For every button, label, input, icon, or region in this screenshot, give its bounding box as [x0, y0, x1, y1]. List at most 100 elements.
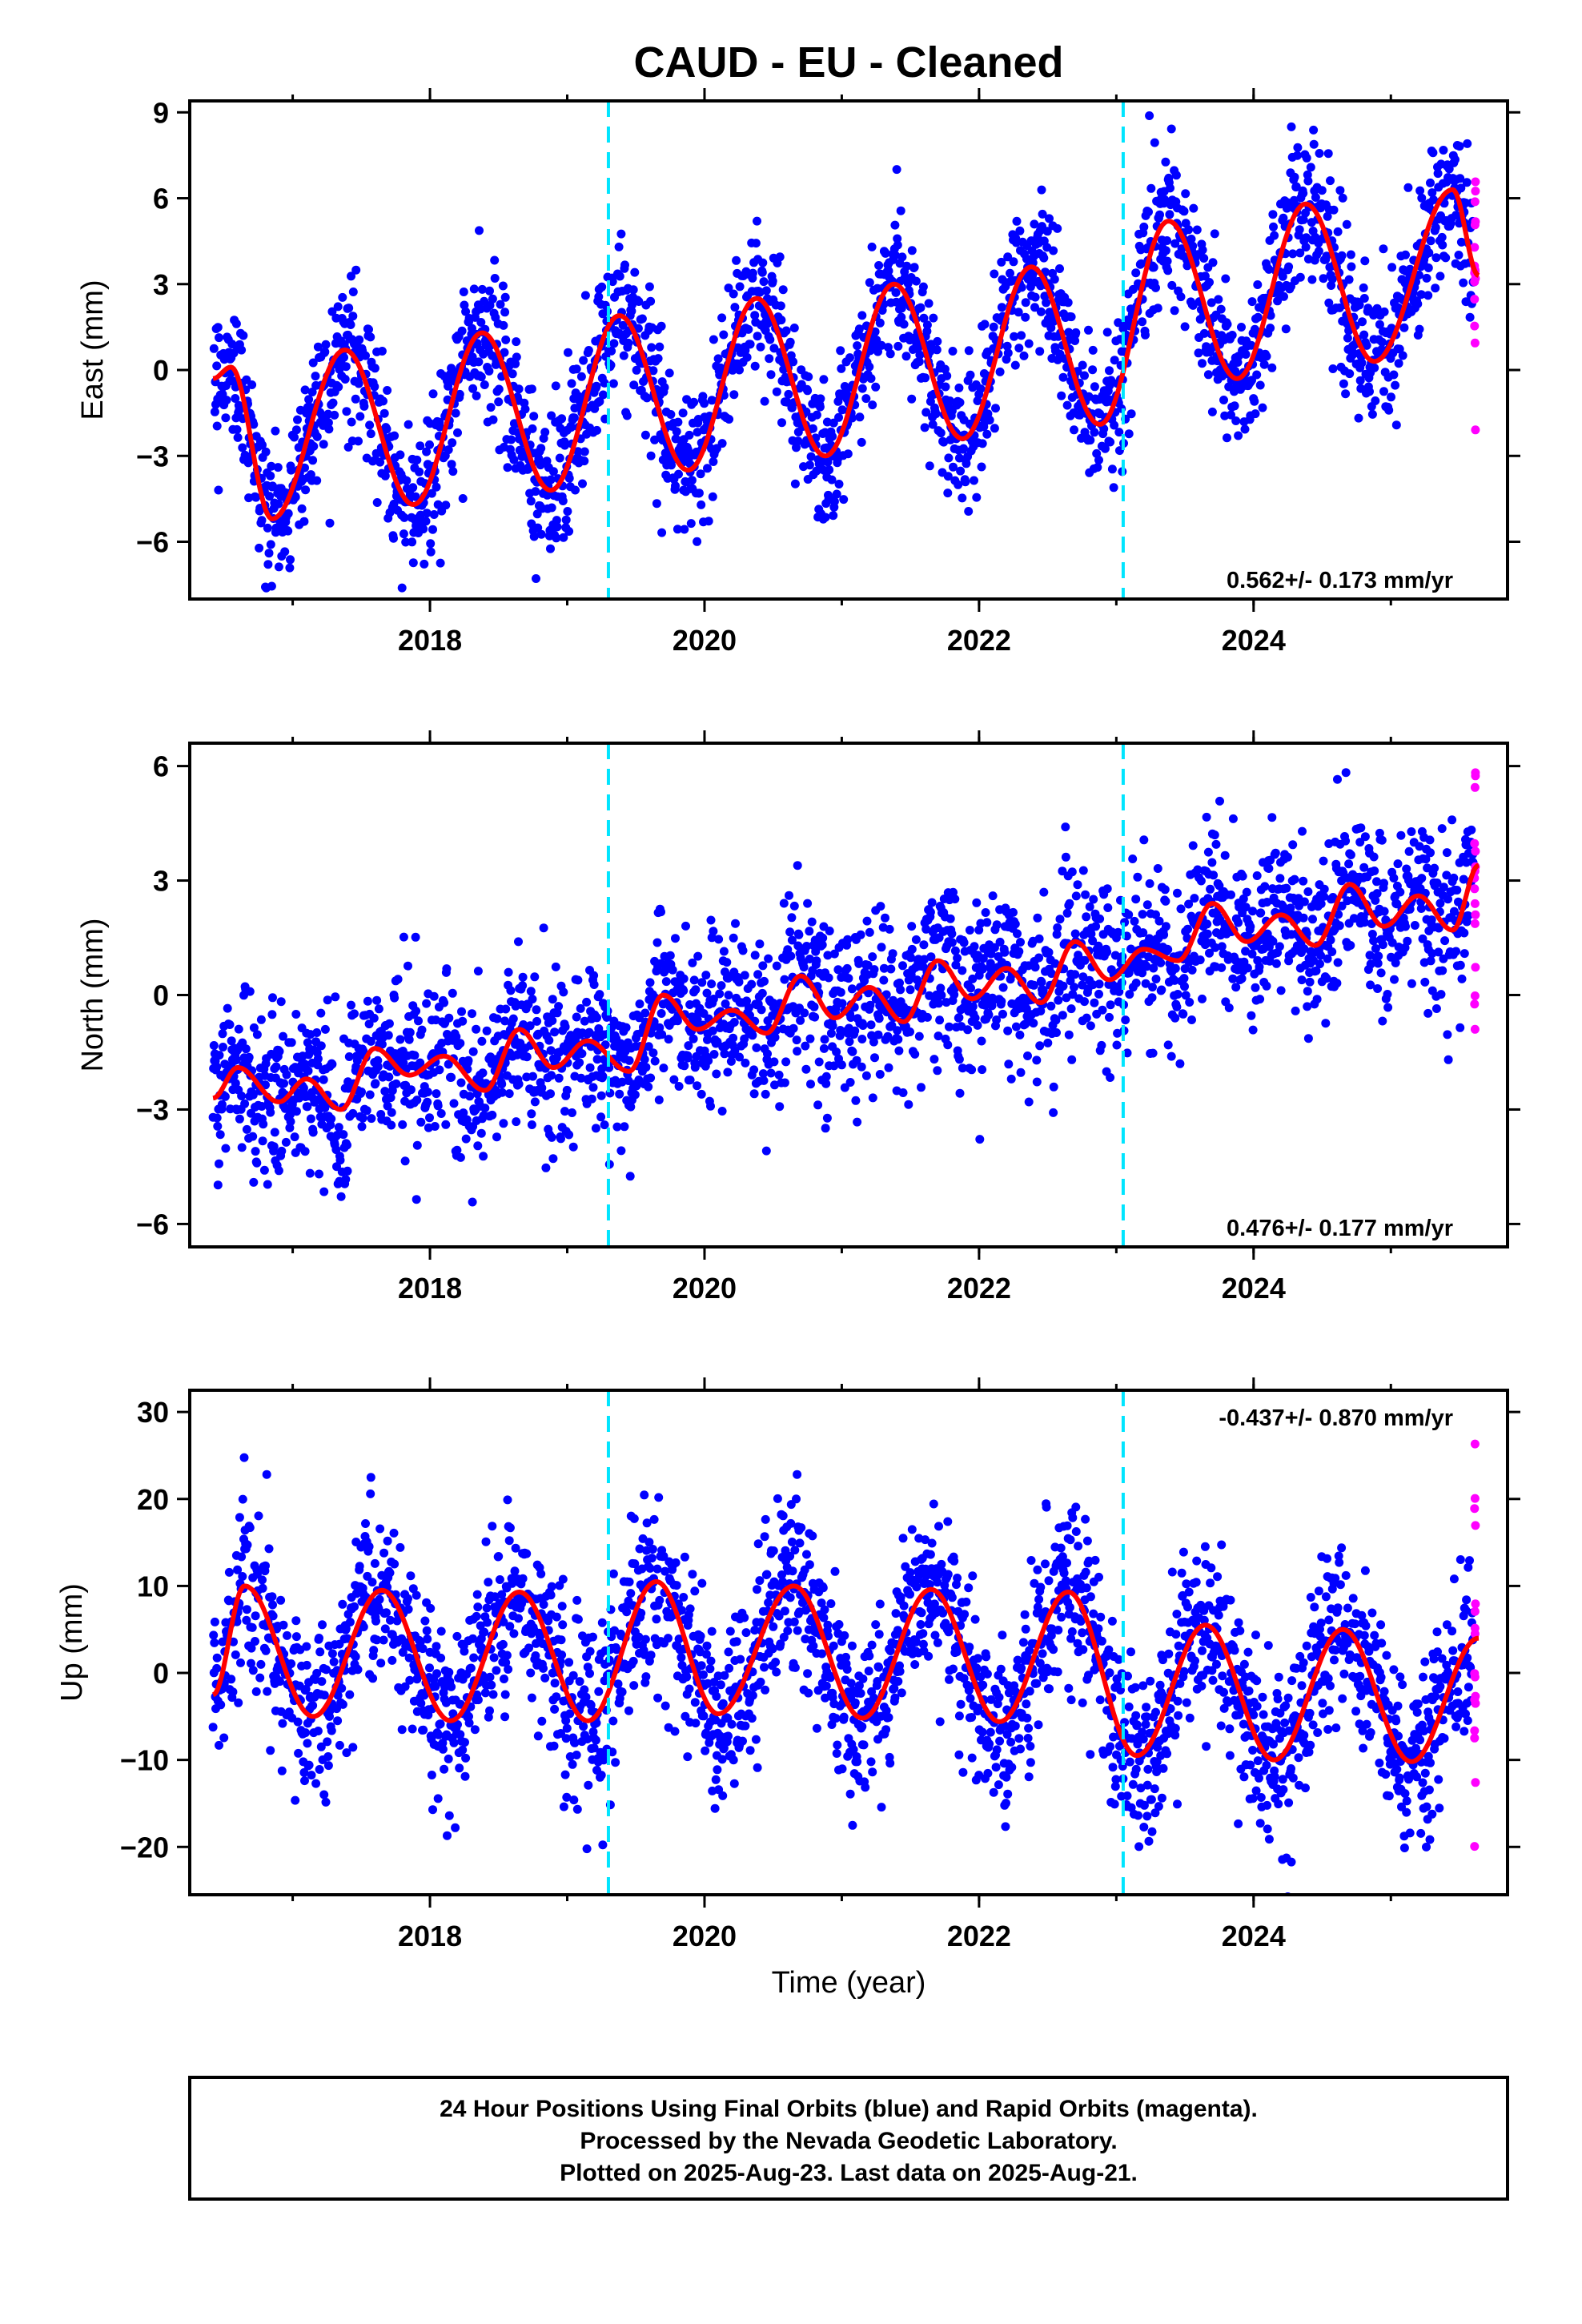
north-final-point: [1195, 955, 1205, 965]
north-final-point: [497, 1088, 507, 1097]
north-final-point: [518, 981, 528, 991]
north-final-point: [1315, 959, 1324, 969]
east-final-point: [1335, 186, 1345, 195]
east-final-point: [665, 368, 674, 378]
east-final-point: [1415, 324, 1424, 334]
east-final-point: [552, 516, 561, 525]
east-final-point: [300, 385, 310, 395]
east-final-point: [308, 358, 318, 368]
east-final-point: [778, 285, 788, 295]
north-final-point: [339, 1130, 348, 1140]
north-final-point: [1359, 918, 1369, 927]
east-final-point: [1230, 401, 1239, 411]
east-y-tick-label: 6: [153, 183, 169, 215]
north-final-point: [383, 1031, 393, 1040]
north-final-point: [423, 1088, 432, 1097]
east-final-point: [1035, 347, 1045, 356]
north-final-point: [706, 1101, 715, 1111]
north-final-point: [266, 1108, 275, 1117]
north-final-point: [1389, 874, 1399, 883]
east-final-point: [347, 271, 355, 281]
east-final-point: [354, 379, 363, 388]
east-final-point: [1279, 213, 1288, 223]
north-final-point: [1255, 995, 1265, 1004]
east-final-point: [624, 338, 633, 348]
north-final-point: [970, 1013, 980, 1023]
east-final-point: [263, 523, 272, 533]
north-final-point: [433, 1101, 443, 1111]
north-final-point: [1242, 887, 1251, 897]
east-final-point: [719, 330, 729, 340]
north-final-point: [217, 1100, 227, 1109]
north-rapid-points: [1470, 768, 1480, 1034]
east-final-point: [827, 475, 837, 485]
north-final-point: [501, 1004, 511, 1014]
north-final-point: [1410, 921, 1419, 930]
north-final-point: [747, 979, 757, 989]
east-final-point: [274, 499, 283, 509]
north-final-point: [562, 1085, 572, 1095]
north-final-point: [1094, 941, 1103, 951]
north-final-point: [680, 1061, 689, 1071]
north-final-point: [1299, 913, 1308, 923]
north-final-point: [1247, 1011, 1256, 1020]
east-final-point: [1214, 295, 1223, 304]
north-final-point: [347, 1000, 355, 1010]
east-final-point: [1367, 409, 1377, 419]
north-final-point: [866, 1020, 876, 1030]
north-final-point: [1138, 910, 1147, 919]
north-final-point: [303, 1066, 313, 1076]
east-final-point: [868, 400, 877, 410]
north-final-point: [1053, 923, 1062, 932]
north-final-point: [868, 952, 877, 962]
east-final-point: [1371, 396, 1380, 405]
east-final-point: [893, 341, 903, 351]
east-final-point: [1363, 304, 1373, 313]
east-final-point: [273, 463, 283, 472]
east-final-point: [512, 352, 521, 362]
east-final-point: [1389, 370, 1399, 380]
north-final-point: [1234, 918, 1243, 927]
east-final-point: [215, 333, 223, 343]
east-final-point: [1403, 183, 1413, 192]
north-final-point: [723, 1068, 733, 1077]
north-final-point: [1319, 856, 1328, 866]
north-final-point: [1159, 930, 1169, 939]
north-final-point: [729, 1018, 739, 1027]
east-final-point: [1010, 332, 1019, 341]
north-final-point: [843, 935, 853, 944]
north-final-point: [998, 1009, 1007, 1019]
east-final-point: [1128, 284, 1138, 294]
east-final-point: [490, 255, 500, 265]
east-final-point: [1347, 351, 1357, 360]
east-final-point: [919, 313, 929, 323]
north-final-point: [1344, 859, 1354, 869]
east-final-point: [293, 415, 302, 424]
east-final-point: [1002, 341, 1012, 351]
east-final-point: [834, 480, 844, 489]
north-final-point: [410, 1051, 420, 1060]
north-final-point: [1094, 989, 1103, 999]
north-final-point: [369, 1013, 379, 1023]
north-final-point: [1456, 960, 1465, 970]
east-final-point: [870, 327, 880, 336]
north-final-point: [785, 891, 793, 900]
east-final-point: [382, 424, 391, 434]
north-final-point: [1355, 838, 1365, 847]
north-final-point: [568, 1142, 578, 1152]
east-final-point: [313, 342, 323, 352]
north-final-point: [1303, 887, 1313, 896]
east-final-point: [304, 395, 314, 404]
east-final-point: [777, 418, 786, 428]
north-final-point: [572, 1012, 581, 1022]
north-final-point: [305, 1168, 315, 1178]
north-final-point: [412, 1195, 421, 1204]
north-final-point: [1378, 940, 1387, 950]
east-rapid-point: [1471, 425, 1480, 435]
east-final-point: [812, 410, 821, 420]
north-final-point: [548, 995, 557, 1004]
north-final-point: [1000, 947, 1010, 957]
north-final-point: [763, 1049, 772, 1059]
east-final-point: [475, 226, 484, 235]
east-final-point: [943, 472, 953, 481]
